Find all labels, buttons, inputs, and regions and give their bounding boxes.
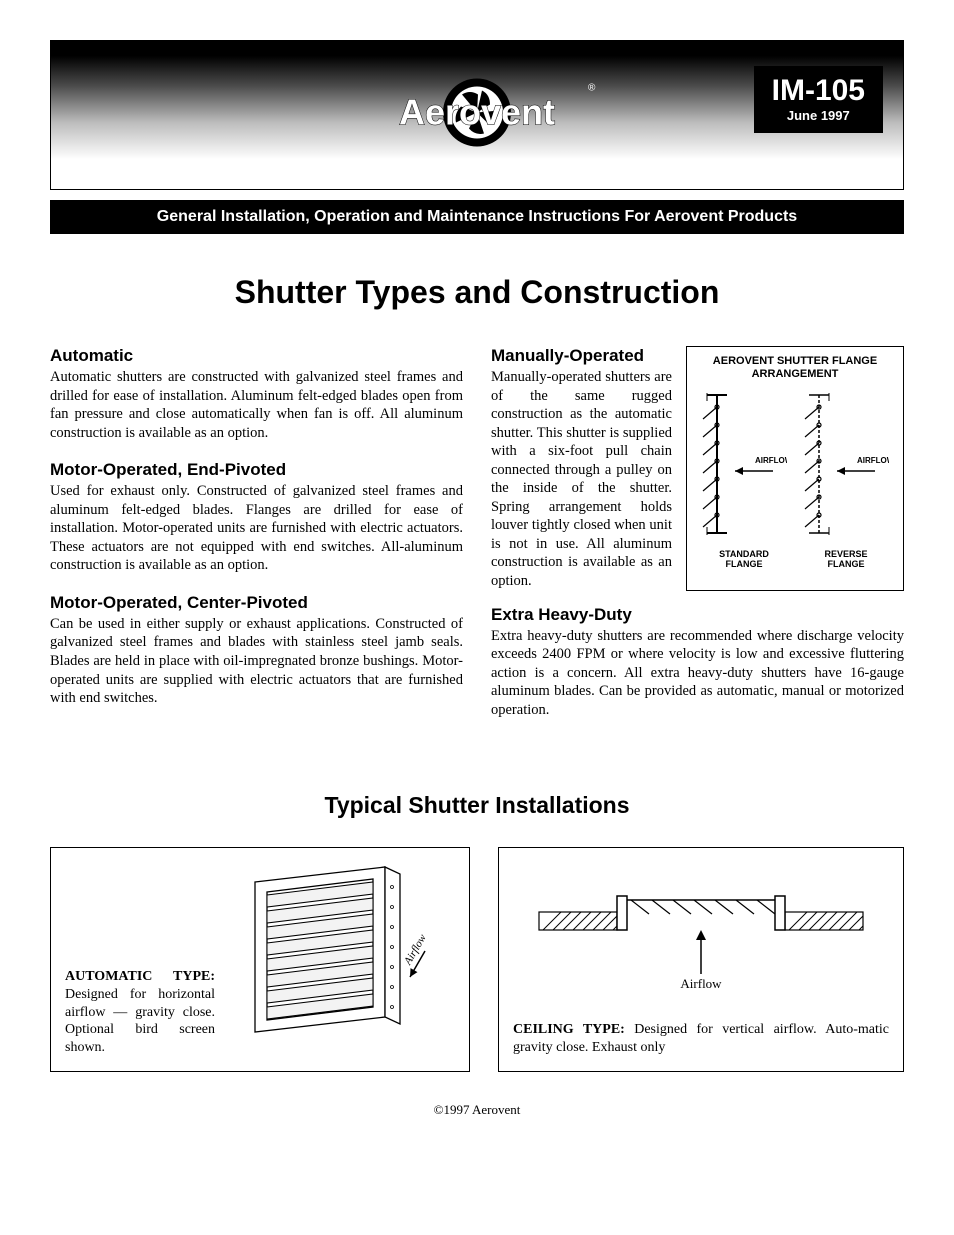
ceiling-shutter-illustration: Airflow: [531, 882, 871, 992]
page-title: Shutter Types and Construction: [50, 274, 904, 311]
svg-text:AIRFLOW: AIRFLOW: [755, 456, 787, 465]
section-heading: Motor-Operated, Center-Pivoted: [50, 593, 463, 613]
right-top-row: Manually-Operated Manually-operated shut…: [491, 346, 904, 591]
installations-title: Typical Shutter Installations: [50, 792, 904, 819]
flange-label: REVERSE FLANGE: [801, 550, 891, 570]
flange-label: STANDARD FLANGE: [699, 550, 789, 570]
subtitle-bar: General Installation, Operation and Main…: [50, 200, 904, 234]
svg-text:®: ®: [588, 83, 596, 94]
reverse-flange-diagram: AIRFLOW REVERSE FLANGE: [801, 389, 891, 570]
section-heading: Automatic: [50, 346, 463, 366]
svg-text:AIRFLOW: AIRFLOW: [857, 456, 889, 465]
installations-row: AUTOMATIC TYPE: Designed for horizontal …: [50, 847, 904, 1072]
aerovent-logo: Aerovent ®: [332, 73, 622, 158]
copyright-footer: ©1997 Aerovent: [50, 1102, 904, 1118]
ceiling-caption: CEILING TYPE: Designed for vertical airf…: [513, 1021, 889, 1057]
section-body: Used for exhaust only. Constructed of ga…: [50, 482, 463, 575]
svg-text:Aerovent: Aerovent: [399, 92, 555, 133]
header-gradient-band: Aerovent ® IM-105 June 1997: [50, 40, 904, 190]
document-id: IM-105: [772, 76, 865, 106]
section-heading: Manually-Operated: [491, 346, 672, 366]
svg-text:Airflow: Airflow: [680, 976, 722, 991]
content-columns: Automatic Automatic shutters are constru…: [50, 346, 904, 737]
flange-arrangement-diagram: AEROVENT SHUTTER FLANGE ARRANGEMENT: [686, 346, 904, 591]
document-id-box: IM-105 June 1997: [754, 66, 883, 133]
section-body: Manually-operated shutters are of the sa…: [491, 368, 672, 591]
manually-operated-block: Manually-Operated Manually-operated shut…: [491, 346, 672, 591]
section-heading: Motor-Operated, End-Pivoted: [50, 460, 463, 480]
right-column: Manually-Operated Manually-operated shut…: [491, 346, 904, 737]
left-column: Automatic Automatic shutters are constru…: [50, 346, 463, 737]
flange-diagram-title: AEROVENT SHUTTER FLANGE ARRANGEMENT: [693, 355, 897, 381]
section-body: Automatic shutters are constructed with …: [50, 368, 463, 442]
section-body: Extra heavy-duty shutters are recommende…: [491, 627, 904, 720]
svg-text:Airflow: Airflow: [402, 932, 430, 968]
ceiling-type-box: Airflow CEILING TYPE: Designed for verti…: [498, 847, 904, 1072]
standard-flange-diagram: AIRFLOW STANDARD FLANGE: [699, 389, 789, 570]
automatic-caption: AUTOMATIC TYPE: Designed for horizontal …: [65, 968, 215, 1058]
document-date: June 1997: [772, 108, 865, 123]
section-body: Can be used in either supply or exhaust …: [50, 615, 463, 708]
automatic-shutter-illustration: Airflow: [225, 862, 455, 1057]
automatic-type-box: AUTOMATIC TYPE: Designed for horizontal …: [50, 847, 470, 1072]
section-heading: Extra Heavy-Duty: [491, 605, 904, 625]
